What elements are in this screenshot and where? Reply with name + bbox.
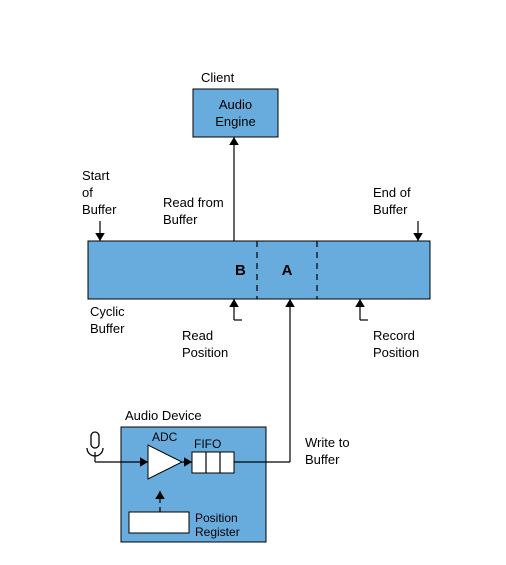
end-of-buffer-l1: End of [373, 185, 411, 200]
read-from-l2: Buffer [163, 212, 198, 227]
cyclic-buffer-l2: Buffer [90, 321, 125, 336]
fifo-box [192, 452, 234, 473]
region-b-label: B [235, 262, 246, 279]
start-of-buffer-l1: Start [82, 168, 110, 183]
cyclic-buffer-l1: Cyclic [90, 304, 125, 319]
read-position-l2: Position [182, 345, 228, 360]
client-label: Client [201, 70, 235, 85]
record-position-l2: Position [373, 345, 419, 360]
adc-label: ADC [152, 430, 178, 444]
region-a-label: A [282, 262, 293, 279]
position-register-l1: Position [195, 511, 238, 525]
start-of-buffer-l3: Buffer [82, 202, 117, 217]
read-position-l1: Read [182, 328, 213, 343]
cyclic-buffer-box [88, 241, 430, 299]
write-to-buffer-l2: Buffer [305, 452, 340, 467]
read-from-l1: Read from [163, 195, 224, 210]
start-of-buffer-l2: of [82, 185, 93, 200]
microphone-icon [91, 432, 99, 448]
write-to-buffer-l1: Write to [305, 435, 350, 450]
record-position-l1: Record [373, 328, 415, 343]
position-register-l2: Register [195, 525, 240, 539]
audio-device-title: Audio Device [125, 408, 202, 423]
fifo-label: FIFO [194, 437, 221, 451]
audio-engine-title-2: Engine [215, 114, 255, 129]
audio-engine-title-1: Audio [219, 97, 252, 112]
position-register-box [129, 512, 189, 533]
end-of-buffer-l2: Buffer [373, 202, 408, 217]
